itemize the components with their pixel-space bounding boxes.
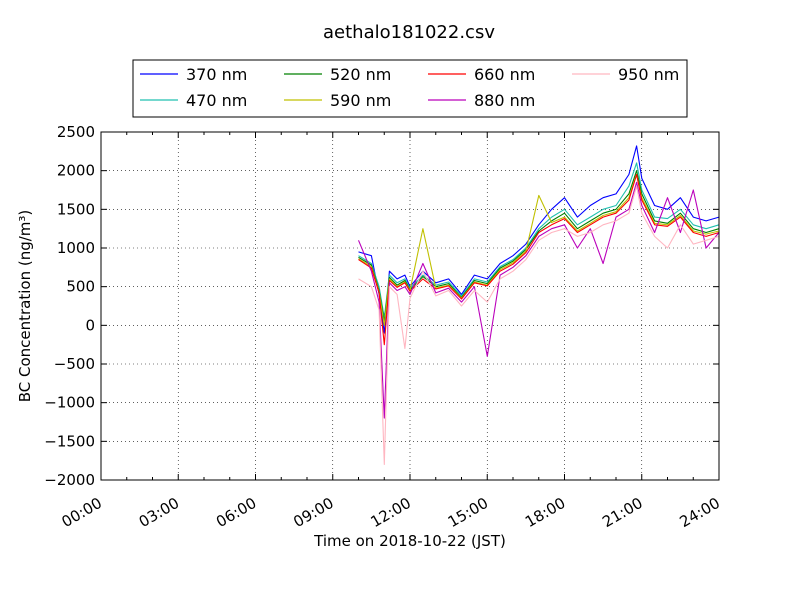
y-axis-label: BC Concentration (ng/m³): [16, 210, 34, 403]
series-line-370-nm: [358, 145, 720, 334]
grid: [100, 131, 720, 481]
legend-label: 950 nm: [618, 65, 679, 84]
x-tick-label: 24:00: [677, 494, 723, 531]
y-tick-label: −1000: [44, 394, 95, 412]
x-tick-label: 21:00: [599, 494, 645, 531]
y-tick-label: 2500: [57, 123, 95, 141]
x-tick-label: 09:00: [290, 494, 336, 531]
series-line-590-nm: [358, 173, 720, 326]
legend-label: 470 nm: [186, 91, 247, 110]
series-line-880-nm: [357, 181, 720, 419]
legend-label: 660 nm: [474, 65, 535, 84]
x-tick-label: 18:00: [522, 494, 568, 531]
legend-label: 370 nm: [186, 65, 247, 84]
chart-title: aethalo181022.csv: [323, 22, 495, 43]
y-tick-label: 2000: [57, 162, 95, 180]
x-tick-label: 15:00: [445, 494, 491, 531]
plot-lines: [357, 145, 720, 466]
y-tick-label: −500: [54, 355, 95, 373]
x-tick-label: 00:00: [59, 494, 105, 531]
x-tick-label: 03:00: [136, 494, 182, 531]
y-tick-label: −1500: [44, 432, 95, 450]
series-line-950-nm: [358, 185, 720, 466]
x-axis-label: Time on 2018-10-22 (JST): [313, 532, 506, 550]
legend-label: 590 nm: [330, 91, 391, 110]
y-tick-label: −2000: [44, 471, 95, 489]
x-tick-label: 12:00: [368, 494, 414, 531]
y-tick-label: 500: [66, 278, 95, 296]
series-line-470-nm: [358, 162, 720, 319]
legend-label: 880 nm: [474, 91, 535, 110]
series-line-660-nm: [358, 173, 720, 346]
y-tick-label: 1000: [57, 239, 95, 257]
legend-label: 520 nm: [330, 65, 391, 84]
legend-box: [132, 59, 688, 118]
x-tick-label: 06:00: [213, 494, 259, 531]
y-tick-label: 1500: [57, 200, 95, 218]
legend: 370 nm 470 nm 520 nm 590 nm 660 nm 880 nm 950 …: [132, 59, 688, 118]
y-tick-label: 0: [85, 316, 95, 334]
